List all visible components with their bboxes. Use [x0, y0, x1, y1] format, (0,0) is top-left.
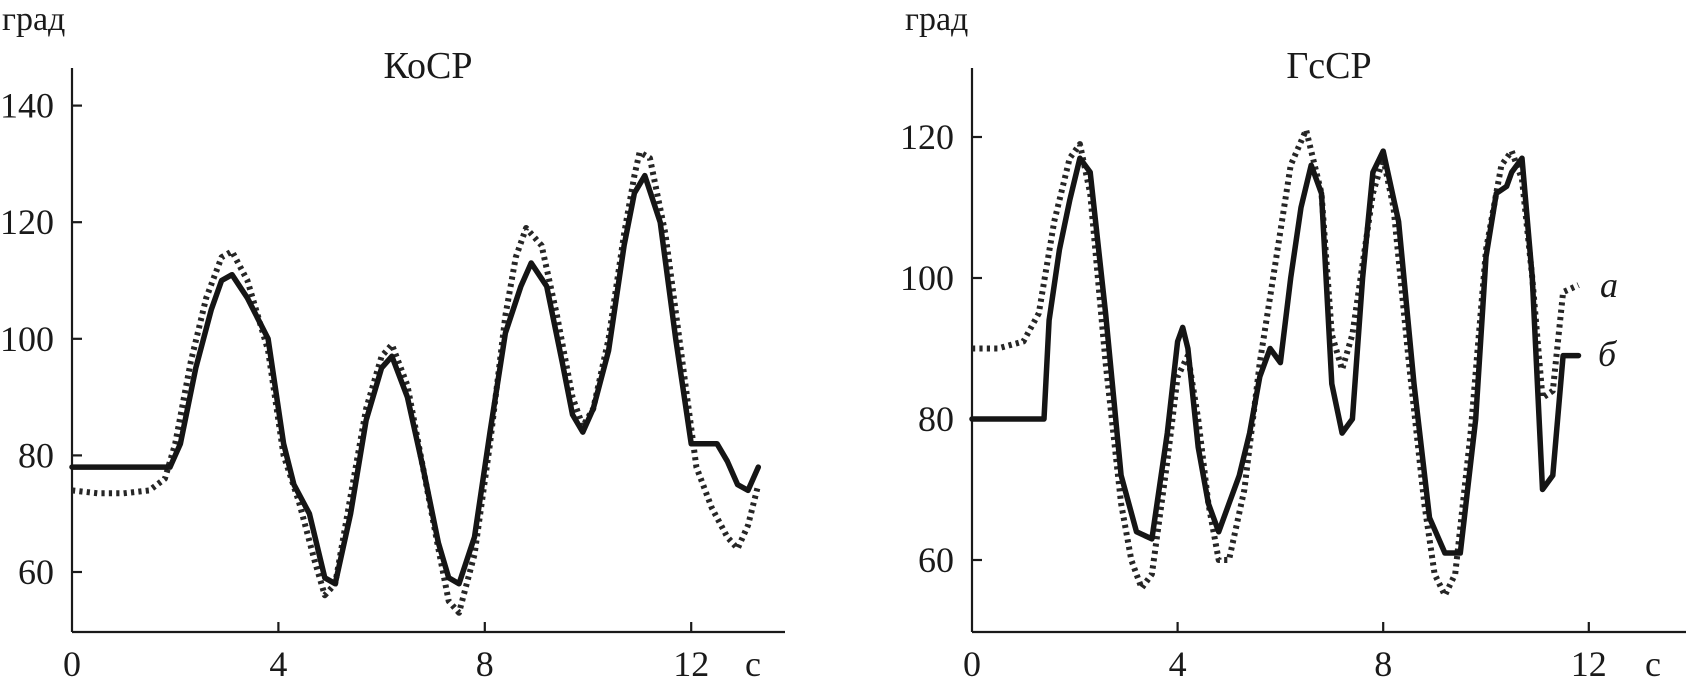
- chart-title-gscr: ГсСР: [1286, 45, 1371, 87]
- x-unit-label-gscr: с: [1645, 644, 1661, 684]
- x-tick-label-gscr-0: 0: [963, 644, 981, 684]
- x-unit-label-kocr: с: [745, 644, 761, 684]
- series-line-kocr-solid: [69, 172, 762, 587]
- x-tick-label-kocr-4: 4: [269, 644, 287, 684]
- series-label-a: а: [1600, 265, 1618, 305]
- y-tick-label-kocr-120: 120: [0, 202, 54, 242]
- y-unit-label-gscr: град: [905, 1, 968, 38]
- x-tick-label-kocr-8: 8: [476, 644, 494, 684]
- series-group-gscr: [969, 126, 1582, 599]
- series-label-b: б: [1598, 334, 1618, 374]
- y-tick-label-gscr-80: 80: [918, 399, 954, 439]
- y-tick-label-gscr-100: 100: [900, 258, 954, 298]
- series-line-gscr-dotted: [972, 126, 1580, 599]
- y-tick-label-gscr-120: 120: [900, 117, 954, 157]
- x-tick-label-gscr-4: 4: [1169, 644, 1187, 684]
- x-tick-label-gscr-8: 8: [1374, 644, 1392, 684]
- ticks-kocr: 60 80 100 120 140 0 4 8 12: [0, 86, 709, 684]
- series-group-kocr: [69, 149, 762, 616]
- panel-kocr: град КоСР 60 80 100 120 140 0 4 8 12 с: [0, 1, 785, 684]
- series-line-gscr-solid: [969, 148, 1582, 556]
- panel-gscr: град ГсСР 60 80 100 120 0 4 8 12 с а б: [900, 1, 1686, 684]
- x-tick-label-kocr-12: 12: [673, 644, 709, 684]
- ticks-gscr: 60 80 100 120 0 4 8 12: [900, 117, 1607, 684]
- y-unit-label-kocr: град: [2, 1, 65, 38]
- y-tick-label-kocr-60: 60: [18, 552, 54, 592]
- chart-title-kocr: КоСР: [384, 45, 473, 87]
- y-tick-label-kocr-100: 100: [0, 319, 54, 359]
- y-tick-label-kocr-140: 140: [0, 86, 54, 126]
- x-tick-label-gscr-12: 12: [1571, 644, 1607, 684]
- y-tick-label-kocr-80: 80: [18, 435, 54, 475]
- y-tick-label-gscr-60: 60: [918, 540, 954, 580]
- x-tick-label-kocr-0: 0: [63, 644, 81, 684]
- series-line-kocr-dotted: [71, 149, 762, 616]
